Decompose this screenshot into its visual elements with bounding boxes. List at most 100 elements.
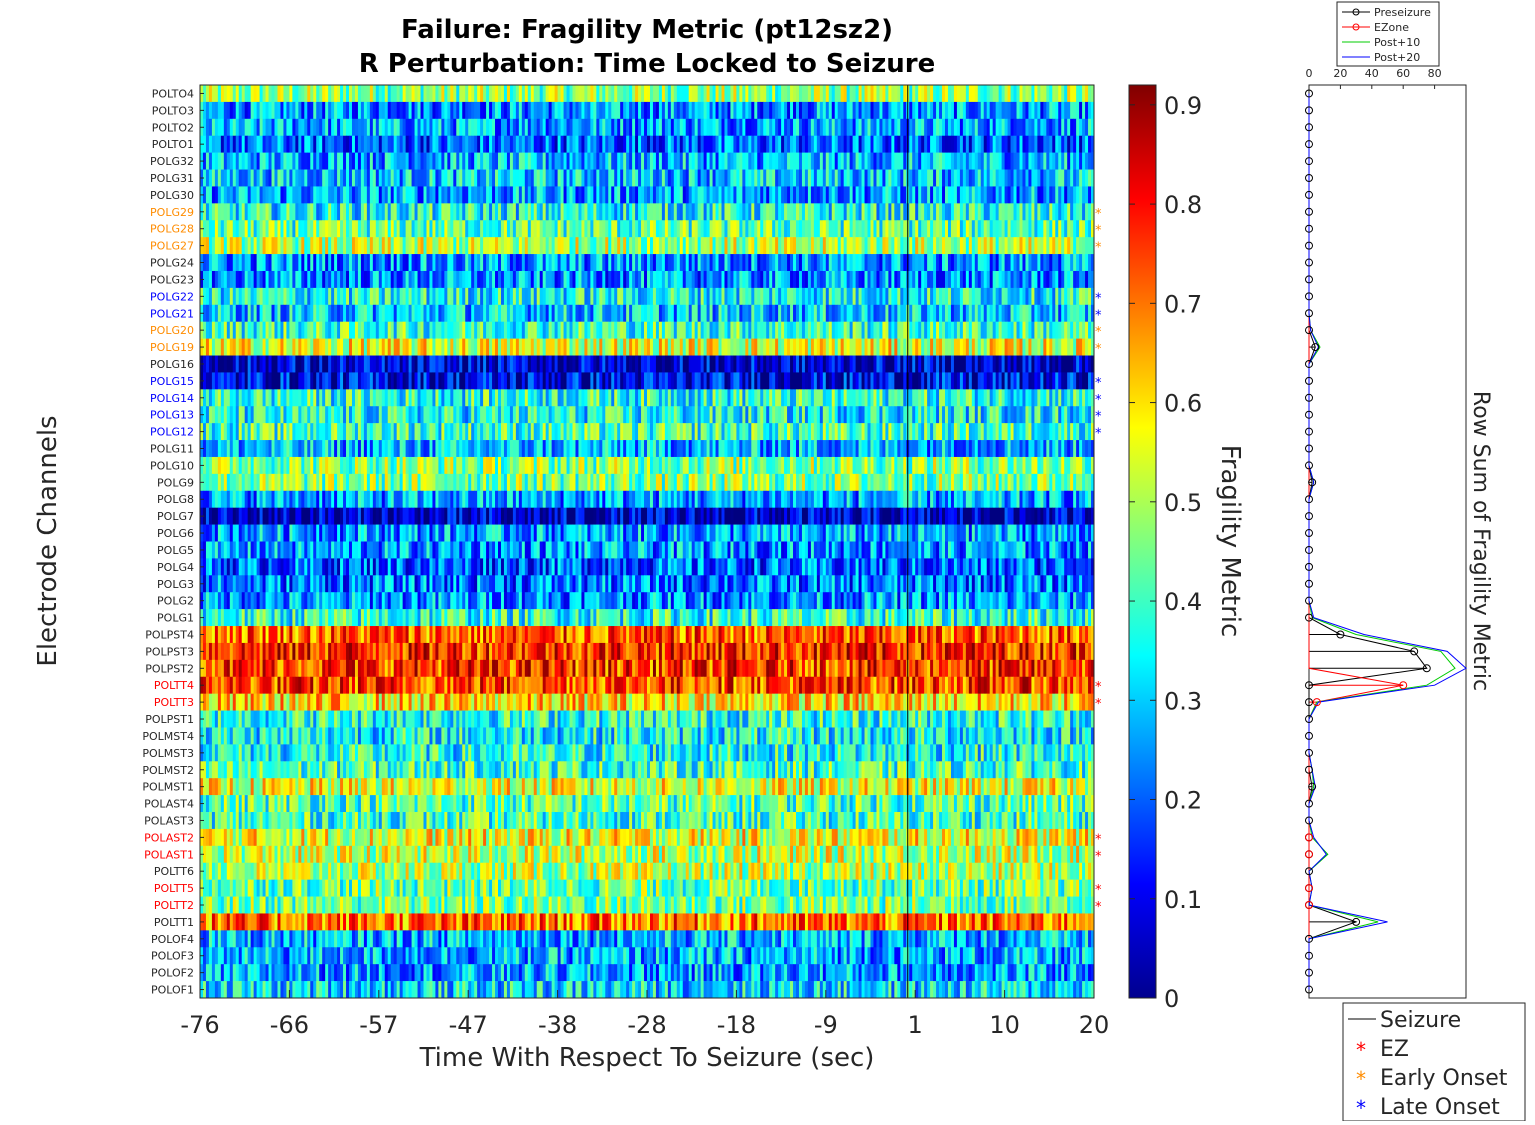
heatmap-cell <box>545 338 550 356</box>
heatmap-cell <box>304 186 308 204</box>
heatmap-cell <box>787 118 791 137</box>
heatmap-cell <box>629 304 633 323</box>
heatmap-cell <box>205 304 210 323</box>
heatmap-row <box>200 101 1095 120</box>
heatmap-cell <box>876 118 880 137</box>
heatmap-cell <box>551 220 556 238</box>
heatmap-cell <box>316 220 320 238</box>
heatmap-cell <box>849 135 854 153</box>
heatmap-cell <box>527 135 532 153</box>
heatmap-cell <box>798 254 803 272</box>
heatmap-cell <box>915 338 919 356</box>
heatmap-cell <box>772 101 776 120</box>
heatmap-cell <box>1058 85 1062 103</box>
heatmap-cell <box>334 152 338 170</box>
heatmap-cell <box>694 203 699 221</box>
heatmap-cell <box>444 321 448 339</box>
heatmap-cell <box>539 135 544 153</box>
heatmap-cell <box>691 186 696 204</box>
heatmap-cell <box>956 203 961 221</box>
heatmap-cell <box>310 237 314 255</box>
heatmap-cell <box>581 169 585 187</box>
heatmap-cell <box>840 338 845 356</box>
heatmap-cell <box>405 254 409 272</box>
heatmap-cell <box>933 338 937 356</box>
heatmap-cell <box>1028 85 1032 103</box>
heatmap-cell <box>807 118 812 137</box>
heatmap-cell <box>730 186 734 204</box>
heatmap-cell <box>474 321 478 339</box>
heatmap-cell <box>298 254 302 272</box>
heatmap-cell <box>602 338 606 356</box>
heatmap-cell <box>727 254 731 272</box>
heatmap-cell <box>939 135 943 153</box>
heatmap-cell <box>506 186 511 204</box>
heatmap-cell <box>545 254 550 272</box>
heatmap-cell <box>995 101 1000 120</box>
heatmap-cell <box>337 85 341 103</box>
heatmap-cell <box>542 355 547 373</box>
heatmap-cell <box>715 220 719 238</box>
heatmap-cell <box>891 254 895 272</box>
heatmap-cell <box>1016 101 1020 120</box>
heatmap-cell <box>319 152 323 170</box>
heatmap-cell <box>399 169 404 187</box>
heatmap-cell <box>366 118 371 137</box>
heatmap-cell <box>1031 101 1035 120</box>
heatmap-cell <box>447 287 451 306</box>
heatmap-cell <box>551 287 556 306</box>
heatmap-cell <box>596 135 600 153</box>
heatmap-cell <box>995 304 1000 323</box>
heatmap-cell <box>688 321 693 339</box>
heatmap-cell <box>900 220 904 238</box>
heatmap-cell <box>1049 186 1053 204</box>
heatmap-cell <box>912 254 916 272</box>
heatmap-cell <box>953 85 958 103</box>
heatmap-cell <box>414 85 418 103</box>
heatmap-cell <box>1013 304 1017 323</box>
heatmap-cell <box>942 237 946 255</box>
heatmap-cell <box>456 186 460 204</box>
heatmap-cell <box>578 169 582 187</box>
heatmap-cell <box>331 135 335 153</box>
heatmap-cell <box>390 135 395 153</box>
heatmap-cell <box>945 220 949 238</box>
heatmap-cell <box>459 186 463 204</box>
heatmap-cell <box>596 254 600 272</box>
heatmap-cell <box>927 287 931 306</box>
heatmap-cell <box>647 203 651 221</box>
heatmap-cell <box>679 220 684 238</box>
heatmap-cell <box>509 254 514 272</box>
heatmap-cell <box>480 220 484 238</box>
heatmap-cell <box>217 270 222 289</box>
heatmap-cell <box>596 287 600 306</box>
heatmap-cell <box>697 85 702 103</box>
heatmap-cell <box>649 118 654 137</box>
heatmap-cell <box>578 203 582 221</box>
heatmap-cell <box>489 355 493 373</box>
heatmap-cell <box>533 186 538 204</box>
heatmap-cell <box>426 85 430 103</box>
heatmap-cell <box>316 254 320 272</box>
heatmap-cell <box>1013 220 1017 238</box>
heatmap-cell <box>566 304 570 323</box>
heatmap-cell <box>962 321 967 339</box>
heatmap-cell <box>477 101 481 120</box>
heatmap-cell <box>950 135 955 153</box>
heatmap-cell <box>867 186 871 204</box>
heatmap-cell <box>244 338 249 356</box>
heatmap-cell <box>852 304 856 323</box>
heatmap-cell <box>512 118 517 137</box>
heatmap-cell <box>217 135 222 153</box>
heatmap-cell <box>530 169 535 187</box>
heatmap-cell <box>1004 186 1008 204</box>
heatmap-cell <box>664 101 669 120</box>
heatmap-cell <box>500 169 505 187</box>
heatmap-cell <box>614 169 618 187</box>
heatmap-cell <box>259 254 263 272</box>
heatmap-cell <box>670 355 675 373</box>
heatmap-cell <box>363 203 368 221</box>
heatmap-cell <box>286 186 290 204</box>
heatmap-cell <box>1019 152 1023 170</box>
heatmap-cell <box>560 237 564 255</box>
